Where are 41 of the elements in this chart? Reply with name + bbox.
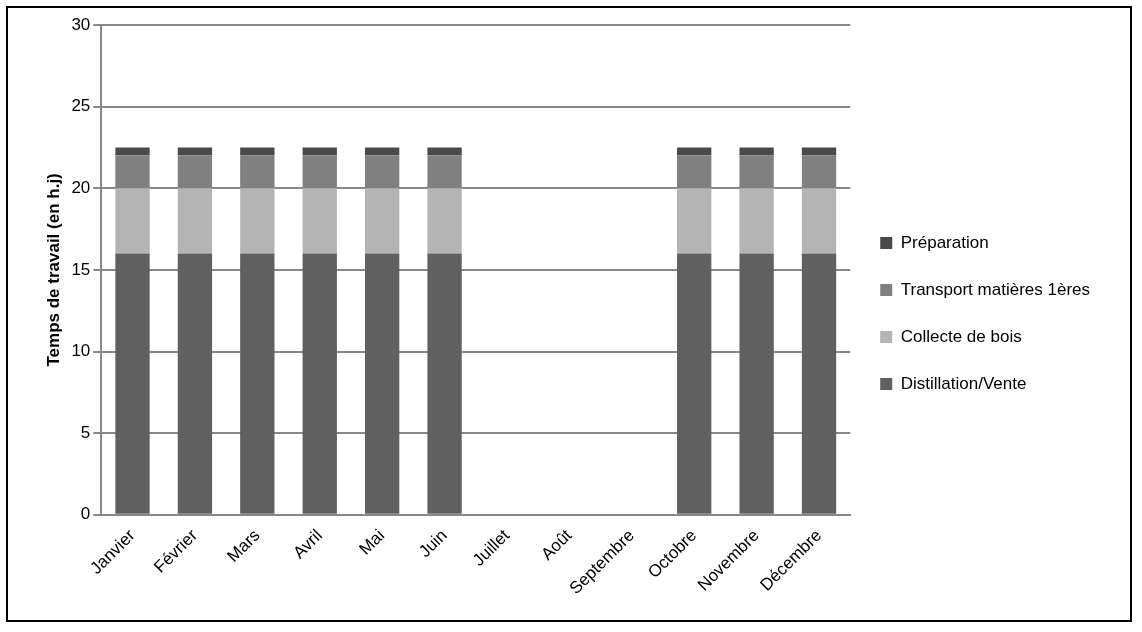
bar	[302, 147, 337, 156]
y-tick-label: 5	[80, 422, 91, 442]
y-axis-title: Temps de travail (en h.j)	[43, 173, 63, 367]
bar	[302, 188, 337, 254]
bar	[427, 147, 462, 156]
bar	[240, 188, 275, 254]
bar	[801, 147, 837, 156]
bar	[240, 147, 275, 156]
bar	[801, 253, 837, 514]
bar	[739, 188, 774, 254]
y-tick-label: 0	[80, 504, 91, 524]
bar	[801, 188, 837, 254]
bar	[677, 253, 712, 514]
y-tick-label: 10	[71, 341, 91, 361]
legend-label: Préparation	[900, 232, 989, 252]
bar	[677, 188, 712, 254]
bar	[739, 147, 774, 156]
bar	[302, 253, 337, 514]
x-tick-label: Mai	[355, 525, 389, 559]
bar	[115, 253, 150, 514]
bar	[364, 253, 400, 514]
bar	[115, 147, 150, 156]
y-tick-label: 20	[71, 177, 91, 197]
legend-label: Transport matières 1ères	[900, 279, 1091, 299]
bar	[240, 253, 275, 514]
bar	[677, 147, 712, 156]
bar	[739, 253, 774, 514]
bar	[427, 188, 462, 254]
bar	[177, 188, 213, 254]
bar	[177, 147, 213, 156]
y-tick-label: 30	[71, 14, 91, 34]
x-tick-label: Juin	[415, 525, 451, 562]
bar	[364, 147, 400, 156]
legend-label: Collecte de bois	[900, 326, 1022, 346]
legend-label: Distillation/Vente	[900, 373, 1027, 393]
bar	[364, 188, 400, 254]
bar	[427, 253, 462, 514]
bar	[177, 253, 213, 514]
y-tick-label: 25	[71, 96, 91, 116]
y-tick-label: 15	[71, 259, 91, 279]
bar	[115, 188, 150, 254]
